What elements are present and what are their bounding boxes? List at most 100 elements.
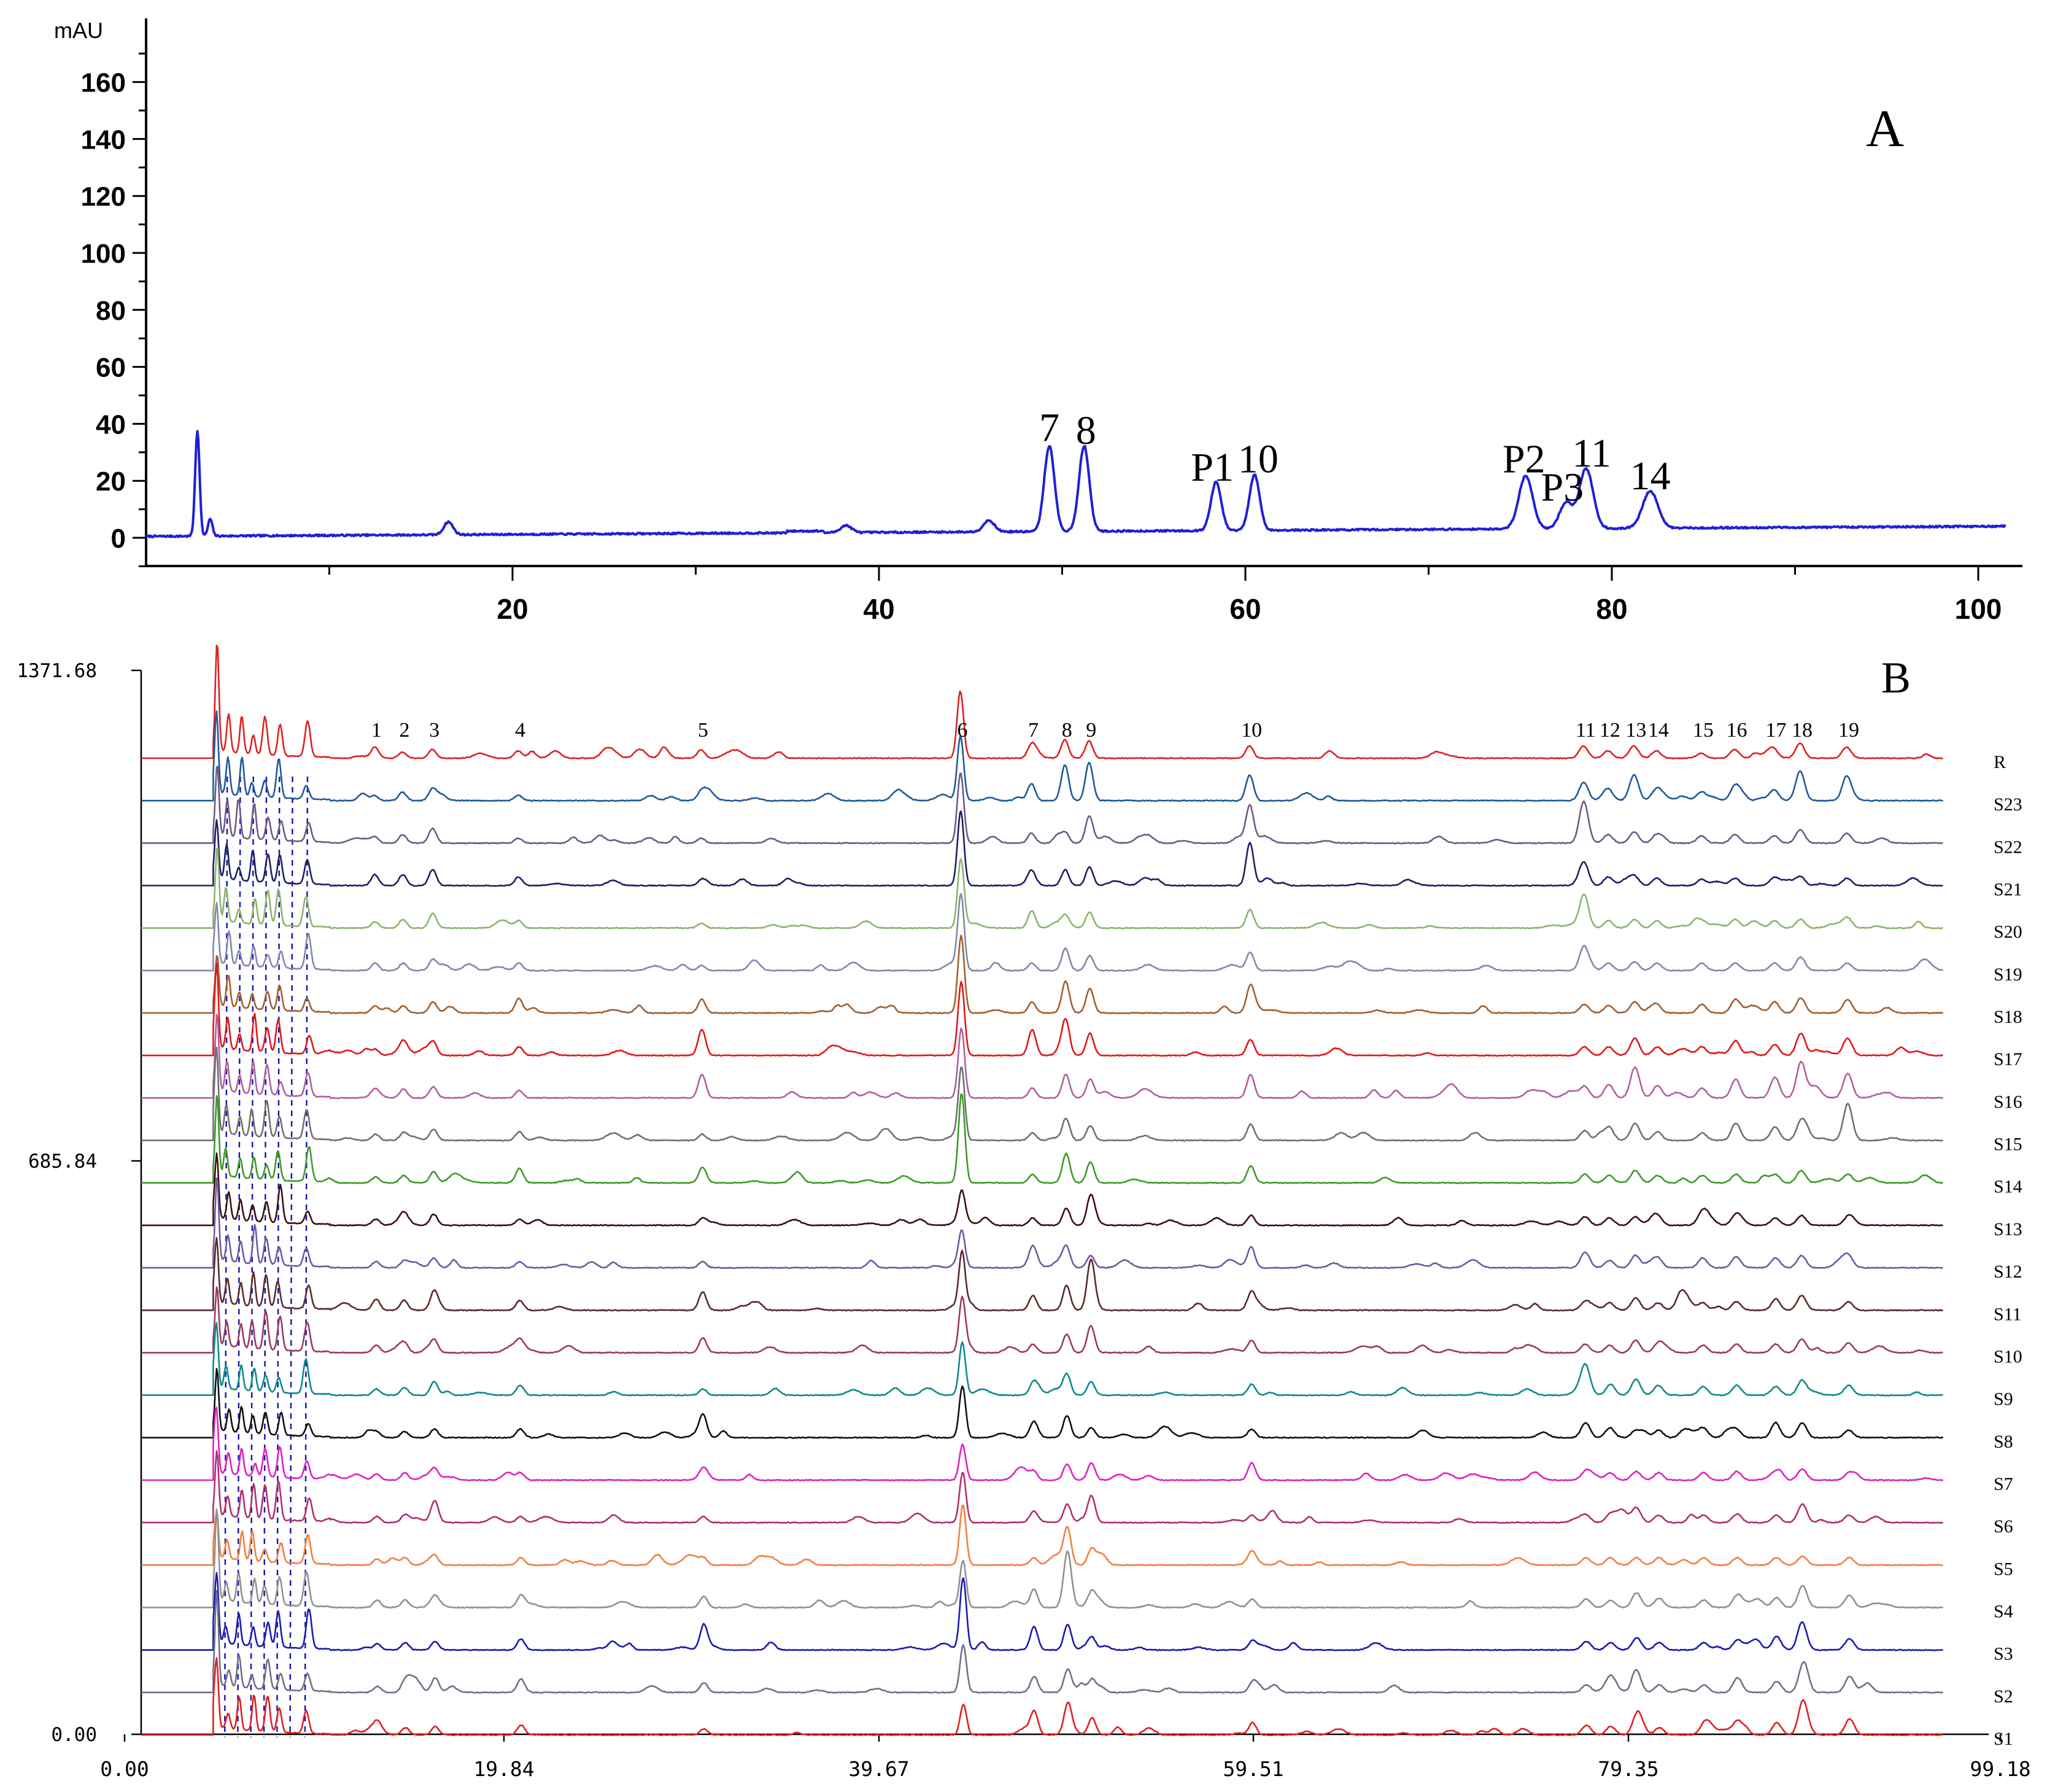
panel-b-peak-label: 13	[1625, 719, 1646, 742]
panel-b-trace-s9	[141, 1322, 1943, 1397]
panel-b-trace-s19	[141, 893, 1943, 972]
panel-a-peak-annotation: 8	[1076, 408, 1096, 453]
panel-b-peak-label: 2	[400, 719, 410, 742]
panel-a-x-tick-label: 100	[1955, 593, 2002, 625]
panel-b-trace-s6	[141, 1450, 1943, 1524]
panel-b-y-tick-label: 0.00	[51, 1724, 97, 1746]
panel-b-peak-label: 8	[1062, 719, 1072, 742]
panel-b-sample-label: S1	[1994, 1729, 2013, 1749]
panel-b-peak-label: 10	[1241, 719, 1262, 742]
panel-b-sample-label: S16	[1994, 1092, 2022, 1112]
panel-b-sample-label: S4	[1994, 1601, 2013, 1621]
panel-a-letter: A	[1866, 99, 1904, 158]
panel-b-sample-label: S17	[1994, 1049, 2022, 1069]
panel-b-peak-label: 12	[1600, 719, 1620, 742]
panel-b-sample-label: S6	[1994, 1516, 2013, 1537]
panel-b-dashed-guide	[289, 776, 293, 1738]
panel-b-trace-s13	[141, 1152, 1943, 1227]
panel-b-dashed-guide	[223, 776, 228, 1738]
panel-b-axes	[140, 670, 1989, 1736]
panel-a-x-ticks: 20 40 60 80 100	[328, 566, 2002, 625]
panel-a-y-ticks: 0 20 40 60 80 100 120 140 160	[81, 52, 146, 567]
panel-b-sample-label: S5	[1994, 1559, 2013, 1579]
panel-b-sample-label: R	[1994, 752, 2006, 772]
panel-b-dashed-guide	[304, 776, 309, 1738]
panel-b-sample-label: S22	[1994, 837, 2022, 857]
panel-a-x-tick-label: 60	[1229, 593, 1261, 625]
panel-b-trace-s14	[141, 1093, 1944, 1184]
panel-b-peak-label: 18	[1792, 719, 1813, 742]
panel-a-x-tick-label: 80	[1596, 593, 1627, 625]
panel-b-y-ticks: 0.00 685.84 1371.68	[17, 660, 141, 1746]
panel-b-peak-label: 9	[1086, 719, 1096, 742]
panel-b-trace-s22	[141, 766, 1943, 845]
panel-b-dashed-guide	[276, 776, 281, 1738]
panel-b-trace-s11	[141, 1236, 1944, 1312]
panel-b-peak-label: 3	[429, 719, 439, 742]
panel-b-peak-label: 11	[1576, 719, 1596, 742]
panel-b-x-tick-label: 19.84	[473, 1757, 534, 1781]
panel-a-peak-annotation: 14	[1630, 454, 1671, 498]
panel-b-sample-label: S21	[1994, 880, 2022, 900]
panel-b-dashed-guide	[263, 776, 268, 1738]
panel-b-dashed-guide	[250, 776, 255, 1738]
panel-b-sample-label: S23	[1994, 794, 2022, 815]
panel-b-trace-s4	[141, 1508, 1943, 1609]
panel-a-peak-annotation: P1	[1191, 445, 1234, 490]
panel-b-trace-s17	[141, 962, 1943, 1057]
panel-a-trace-line	[145, 430, 2006, 538]
panel-b-sample-label: S8	[1994, 1432, 2013, 1452]
panel-b-peak-labels: 1 2 3 4 5 6 7 8 9 10 11 12 13 14 15 16 17 18 19	[371, 719, 1859, 742]
panel-b-peak-label: 7	[1028, 719, 1039, 742]
panel-b-sample-label: S19	[1994, 964, 2022, 985]
panel-b-sample-label: S15	[1994, 1135, 2022, 1155]
panel-b-letter: B	[1881, 653, 1911, 702]
panel-b-peak-label: 14	[1648, 719, 1669, 742]
panel-b-sample-label: S2	[1994, 1686, 2013, 1707]
panel-b-x-tick-label: 0.00	[100, 1757, 149, 1781]
panel-b-y-tick-label: 685.84	[28, 1150, 97, 1173]
panel-b-x-tick-label: 99.18	[1970, 1757, 2030, 1781]
panel-b-trace-s18	[141, 934, 1944, 1014]
panel-b-x-tick-label: 79.35	[1598, 1757, 1658, 1781]
panel-b-trace-s3	[141, 1572, 1943, 1651]
panel-b-peak-label: 19	[1838, 719, 1859, 742]
panel-b-sample-label: S12	[1994, 1262, 2022, 1282]
panel-b-peak-label: 17	[1765, 719, 1786, 742]
panel-a-peak-annotation: 10	[1238, 436, 1279, 481]
panel-b-chart: B 0.00 685.84 1371.68 0.00 19.84 39.67 59.51 7…	[17, 645, 2031, 1781]
panel-a-peak-annotation: P2	[1503, 436, 1546, 481]
panel-b-trace-s7	[141, 1406, 1944, 1481]
panel-b-sample-label: S13	[1994, 1219, 2022, 1239]
panel-b-sample-label: S18	[1994, 1007, 2022, 1027]
panel-b-peak-label: 1	[371, 719, 382, 742]
panel-a-x-tick-label: 20	[497, 593, 528, 625]
panel-a-y-tick-label: 0	[111, 524, 126, 554]
panel-b-sample-label: S11	[1994, 1304, 2022, 1324]
panel-b-x-ticks: 0.00 19.84 39.67 59.51 79.35 99.18	[100, 1734, 2031, 1781]
panel-b-trace-s10	[141, 1286, 1943, 1354]
panel-b-sample-labels: R S23 S22 S21 S20 S19 S18 S17 S16 S15 S14 S13 S12 S11…	[1994, 752, 2022, 1749]
panel-a-trace	[145, 430, 2006, 538]
panel-b-sample-label: S3	[1994, 1644, 2013, 1664]
panel-b-peak-label: 15	[1693, 719, 1714, 742]
panel-b-peak-label: 16	[1727, 719, 1747, 742]
panel-b-peak-label: 4	[515, 719, 525, 742]
panel-b-peak-label: 5	[698, 719, 708, 742]
panel-a-peak-annotation: 11	[1572, 431, 1611, 476]
panel-b-trace-s23	[141, 710, 1943, 802]
panel-b-sample-label: S9	[1994, 1389, 2013, 1410]
panel-b-sample-label: S7	[1994, 1474, 2013, 1494]
panel-b-trace-s2	[141, 1590, 1943, 1694]
panel-b-x-tick-label: 39.67	[848, 1757, 909, 1781]
panel-b-trace-s8	[141, 1368, 1944, 1439]
panel-b-trace-s12	[141, 1177, 1943, 1270]
panel-b-trace-s16	[141, 1014, 1943, 1100]
panel-b-trace-s1	[141, 1657, 1943, 1736]
panel-a-y-tick-label: 60	[96, 353, 126, 383]
panel-a-y-tick-label: 120	[81, 182, 126, 212]
panel-a-peak-annotation: 7	[1039, 405, 1059, 450]
panel-b-trace-r	[141, 645, 1943, 759]
